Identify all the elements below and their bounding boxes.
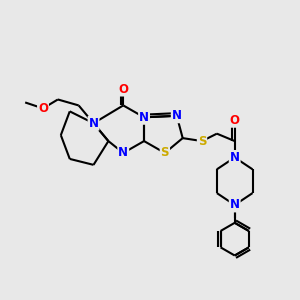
Text: S: S: [198, 135, 206, 148]
Text: N: N: [139, 111, 149, 124]
Text: N: N: [88, 117, 98, 130]
Text: N: N: [172, 109, 182, 122]
Text: O: O: [118, 82, 128, 96]
Text: N: N: [118, 146, 128, 160]
Text: N: N: [230, 151, 240, 164]
Text: N: N: [230, 199, 240, 212]
Text: S: S: [160, 146, 169, 160]
Text: O: O: [230, 114, 240, 127]
Text: O: O: [38, 102, 48, 115]
